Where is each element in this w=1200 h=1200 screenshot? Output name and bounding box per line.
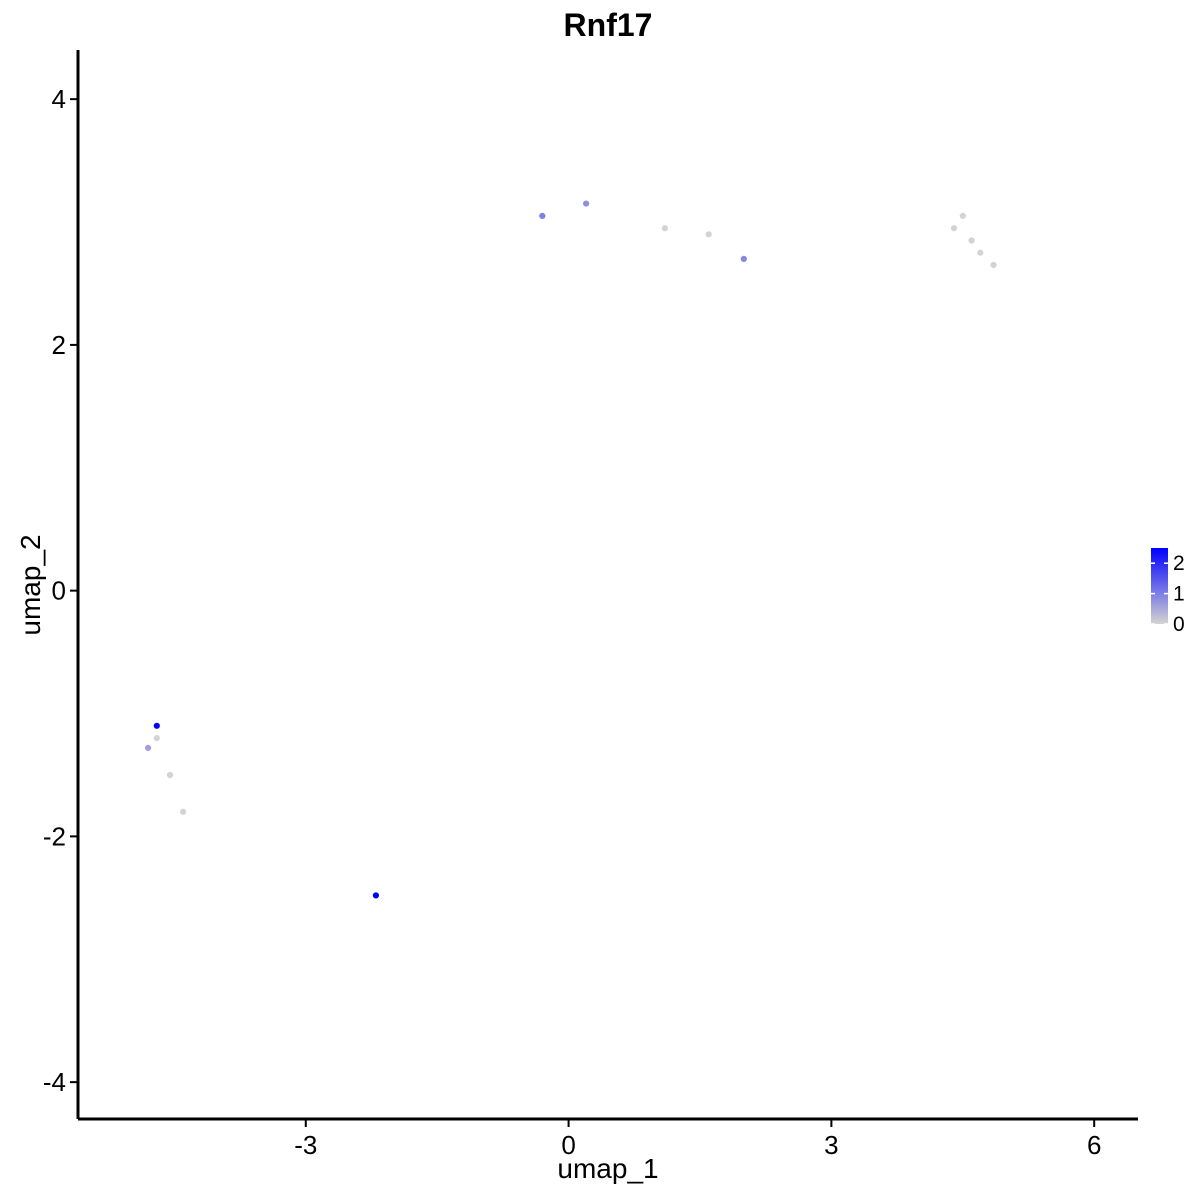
data-point <box>180 808 187 815</box>
legend-label: 0 <box>1173 613 1185 636</box>
chart-title: Rnf17 <box>564 7 653 43</box>
y-tick-label: -2 <box>43 821 66 851</box>
x-tick-label: 0 <box>561 1130 575 1160</box>
data-point <box>740 255 747 262</box>
data-point <box>153 722 160 729</box>
legend-colorbar <box>1151 548 1168 624</box>
data-point <box>145 744 152 752</box>
data-point <box>977 249 984 256</box>
x-tick-label: 3 <box>824 1130 838 1160</box>
x-tick-label: 6 <box>1087 1130 1101 1160</box>
legend-label: 2 <box>1173 552 1185 575</box>
points-layer <box>145 200 997 899</box>
ticks-layer: -3 0 3 6 -4 -2 0 2 4 <box>43 84 1102 1160</box>
legend-label: 1 <box>1173 583 1185 606</box>
data-point <box>968 237 975 244</box>
data-point <box>153 735 160 742</box>
x-tick-label: -3 <box>294 1130 317 1160</box>
data-point <box>372 892 379 899</box>
data-point <box>950 225 958 232</box>
data-point <box>705 231 712 238</box>
data-point <box>959 212 966 219</box>
y-axis-title: umap_2 <box>15 534 46 635</box>
data-point <box>166 771 174 779</box>
color-legend: 2 1 0 <box>1151 548 1185 636</box>
data-point <box>990 261 997 269</box>
data-point <box>539 212 546 219</box>
data-point <box>583 200 590 207</box>
y-tick-label: 4 <box>52 84 66 114</box>
x-axis-title: umap_1 <box>557 1153 658 1184</box>
data-point <box>661 225 669 232</box>
y-tick-label: 0 <box>52 576 66 606</box>
y-tick-label: -4 <box>43 1067 66 1097</box>
y-tick-label: 2 <box>52 330 66 360</box>
